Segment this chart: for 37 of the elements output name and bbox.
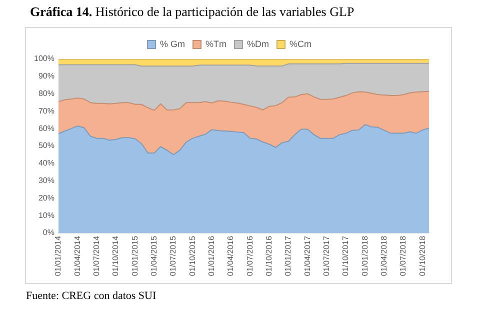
x-tick-label: 01/01/2016: [206, 235, 216, 276]
x-tick-label: 01/04/2014: [72, 235, 82, 276]
x-tick-label: 01/04/2016: [226, 235, 236, 276]
y-tick-label: 80%: [38, 88, 54, 98]
y-tick-label: 10%: [38, 210, 54, 220]
y-tick-label: 90%: [38, 72, 54, 81]
x-tick-label: 01/07/2018: [398, 235, 408, 276]
x-tick-label: 01/10/2014: [111, 235, 120, 276]
source-note: Fuente: CREG con datos SUI: [26, 290, 156, 302]
x-tick-label: 01/04/2017: [302, 235, 312, 276]
y-tick-label: 0%: [42, 228, 54, 238]
x-tick-label: 01/01/2017: [284, 235, 293, 276]
x-tick-label: 01/01/2015: [130, 235, 140, 276]
x-tick-label: 01/01/2014: [54, 235, 63, 276]
x-tick-label: 01/10/2018: [418, 235, 427, 276]
x-tick-label: 01/10/2016: [264, 235, 274, 276]
x-tick-label: 01/04/2015: [149, 235, 158, 276]
y-tick-label: 40%: [38, 158, 54, 168]
y-tick-label: 20%: [38, 193, 54, 202]
legend-label: % Gm: [160, 38, 186, 49]
x-tick-label: 01/10/2017: [341, 235, 350, 276]
y-tick-label: 60%: [38, 124, 54, 133]
chart-title: Gráfica 14. Histórico de la participación de las variables GLP: [30, 4, 354, 20]
x-tick-label: 01/07/2014: [92, 235, 101, 276]
x-tick-label: 01/04/2018: [379, 235, 388, 276]
y-tick-label: 30%: [38, 176, 54, 185]
y-tick-label: 100%: [34, 54, 54, 64]
x-tick-label: 01/07/2017: [322, 235, 331, 276]
legend-label: %Cm: [290, 38, 312, 49]
legend-label: %Dm: [247, 38, 269, 49]
y-tick-label: 50%: [38, 141, 54, 150]
legend-label: %Tm: [206, 38, 227, 49]
x-tick-label: 01/07/2016: [245, 235, 254, 276]
x-tick-label: 01/10/2015: [188, 235, 197, 276]
y-tick-label: 70%: [38, 106, 54, 116]
x-tick-label: 01/01/2018: [360, 235, 370, 276]
x-tick-label: 01/07/2015: [168, 235, 178, 276]
